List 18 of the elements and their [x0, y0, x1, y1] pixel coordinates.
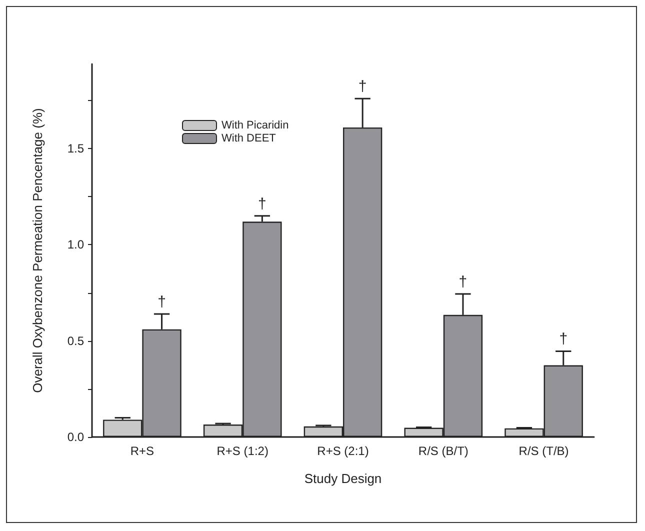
- x-tick-label: R/S (B/T): [418, 444, 468, 458]
- x-axis-title: Study Design: [304, 471, 382, 486]
- annotation: †: [559, 330, 568, 348]
- x-tick-label: R+S: [130, 444, 154, 458]
- y-axis-title: Overall Oxybenzone Permeation Pencentage (%): [30, 108, 45, 393]
- x-tick-label: R+S (1:2): [216, 444, 268, 458]
- y-tick-label: 0.5: [67, 334, 84, 348]
- x-tick-label: R/S (T/B): [518, 444, 569, 458]
- legend-label: With DEET: [222, 132, 276, 144]
- annotation: †: [458, 273, 468, 290]
- y-tick-label: 1.0: [67, 238, 84, 252]
- y-tick-label: 0.0: [67, 430, 84, 444]
- annotation: †: [258, 195, 266, 212]
- annotation: †: [358, 78, 367, 96]
- legend-label: With Picaridin: [222, 120, 289, 132]
- x-tick-label: R+S (2:1): [317, 444, 369, 458]
- annotation: †: [158, 293, 166, 310]
- y-tick-label: 1.5: [67, 142, 84, 156]
